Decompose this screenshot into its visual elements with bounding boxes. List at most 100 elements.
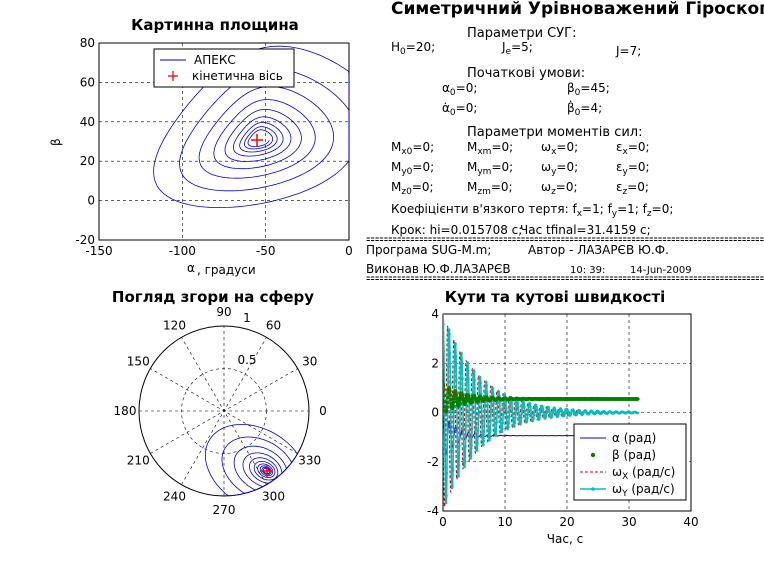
init-beta0: β0=45; xyxy=(567,81,610,98)
omega-y-point xyxy=(542,413,546,417)
omega-y-point xyxy=(500,430,504,434)
init-beta0-dot: β̇0=4; xyxy=(567,100,602,118)
beta-point xyxy=(443,388,446,392)
omega-y-point xyxy=(481,434,484,437)
omega-y-point xyxy=(541,408,545,411)
moment-cell: ωz=0; xyxy=(541,180,578,197)
omega-y-point xyxy=(468,436,472,440)
omega-y-point xyxy=(517,405,520,409)
polar-angle-label: 330 xyxy=(298,454,321,468)
omega-y-point xyxy=(480,406,483,410)
friction-coefficients: Коефіцієнти в'язкого тертя: fx=1; fy=1; … xyxy=(391,202,673,219)
omega-y-point xyxy=(478,384,481,388)
angles-velocities-title: Кути та кутові швидкості xyxy=(445,288,666,306)
polar-angle-label: 270 xyxy=(213,503,236,517)
omega-y-point xyxy=(466,365,470,368)
omega-y-point xyxy=(511,418,515,422)
angles-velocities-ytick: 0 xyxy=(431,406,439,420)
omega-y-point xyxy=(455,378,458,382)
omega-y-point xyxy=(489,407,493,411)
separator-bottom: ========================================… xyxy=(366,271,764,285)
omega-y-point xyxy=(545,409,549,413)
omega-y-point xyxy=(527,408,530,412)
omega-y-point xyxy=(507,426,510,429)
omega-y-point xyxy=(498,401,502,404)
omega-y-point xyxy=(523,409,527,413)
param-h0: H0=20; xyxy=(391,40,435,57)
omega-y-point xyxy=(517,416,521,420)
polar-kinetic-axis-marker xyxy=(261,465,273,477)
omega-y-point xyxy=(462,425,465,428)
omega-y-point xyxy=(463,465,466,469)
omega-y-point xyxy=(449,416,453,419)
omega-y-point xyxy=(490,389,494,393)
omega-y-point xyxy=(460,352,463,355)
omega-y-point xyxy=(454,342,457,346)
program-name: Програма SUG-M.m; xyxy=(366,243,491,257)
omega-y-point xyxy=(485,392,489,396)
omega-y-point xyxy=(457,474,460,478)
angles-velocities-xtick: 40 xyxy=(683,515,698,529)
moment-cell: εx=0; xyxy=(616,140,650,157)
omega-y-point xyxy=(554,409,557,413)
angles-velocities-curves xyxy=(443,314,640,507)
legend-label: β (рад) xyxy=(612,448,656,462)
omega-y-point xyxy=(453,380,456,384)
omega-y-point xyxy=(514,410,517,414)
omega-y-point xyxy=(464,424,468,427)
projection-plane-title: Картинна площина xyxy=(131,16,299,34)
final-time: Час tfinal=31.4159 с; xyxy=(520,223,651,237)
omega-y-point xyxy=(447,339,450,343)
beta-point xyxy=(458,398,462,402)
executor-name: Виконав Ю.Ф.ЛАЗАРЄВ xyxy=(366,262,511,276)
app-title: Симетричний Урівноважений Гіроскоп xyxy=(391,0,764,19)
omega-y-point xyxy=(460,360,464,363)
angles-velocities-ytick: 2 xyxy=(431,356,439,370)
moment-cell: Mzm=0; xyxy=(467,180,513,197)
angles-velocities-ticks: 0 10 20 30 40 -4 -2 0 2 4 xyxy=(427,307,699,529)
beta-point xyxy=(448,389,452,394)
polar-apex-curve xyxy=(204,423,298,497)
omega-y-point xyxy=(478,376,482,379)
omega-y-point xyxy=(528,403,532,406)
kinetic-axis-legend-label: кінетична вісь xyxy=(192,69,283,83)
omega-y-point xyxy=(443,323,445,326)
moment-cell: Mxm=0; xyxy=(467,140,513,157)
omega-y-point xyxy=(474,411,477,414)
angles-velocities-ytick: 4 xyxy=(431,307,439,321)
omega-y-point xyxy=(529,405,532,409)
polar-angle-label: 60 xyxy=(266,318,281,332)
omega-y-point xyxy=(501,427,504,431)
omega-y-point xyxy=(488,436,492,440)
omega-y-point xyxy=(476,442,479,445)
omega-y-point xyxy=(485,381,488,384)
polar-angle-label: 90 xyxy=(216,305,231,319)
omega-y-point xyxy=(499,418,502,422)
omega-y-point xyxy=(492,402,495,405)
omega-y-point xyxy=(470,427,474,431)
integration-step: Крок: hi=0.015708 с; xyxy=(391,223,522,237)
moments-table: Mx0=0; Mxm=0; ωx=0; εx=0; My0=0; Mym=0; ωy=0; ε… xyxy=(391,140,650,197)
moment-cell: εz=0; xyxy=(616,180,649,197)
omega-y-point xyxy=(636,411,640,415)
omega-y-point xyxy=(496,401,499,405)
omega-y-point xyxy=(530,412,533,416)
omega-y-point xyxy=(443,428,447,432)
omega-y-point xyxy=(523,405,526,409)
beta-point xyxy=(449,397,453,402)
omega-y-point xyxy=(507,415,511,418)
omega-y-point xyxy=(443,349,446,353)
omega-y-point xyxy=(467,377,470,381)
run-time: 10: 39: xyxy=(570,265,605,276)
omega-y-point xyxy=(535,405,538,409)
omega-y-point xyxy=(456,459,460,462)
omega-y-point xyxy=(458,419,462,422)
omega-y-point xyxy=(533,410,536,413)
beta-point xyxy=(636,397,640,401)
omega-y-point xyxy=(479,381,483,385)
omega-y-point xyxy=(483,417,486,420)
omega-y-point xyxy=(531,419,535,422)
omega-y-point xyxy=(529,409,533,412)
polar-radius-label: 1 xyxy=(243,311,251,325)
omega-y-point xyxy=(474,428,478,431)
